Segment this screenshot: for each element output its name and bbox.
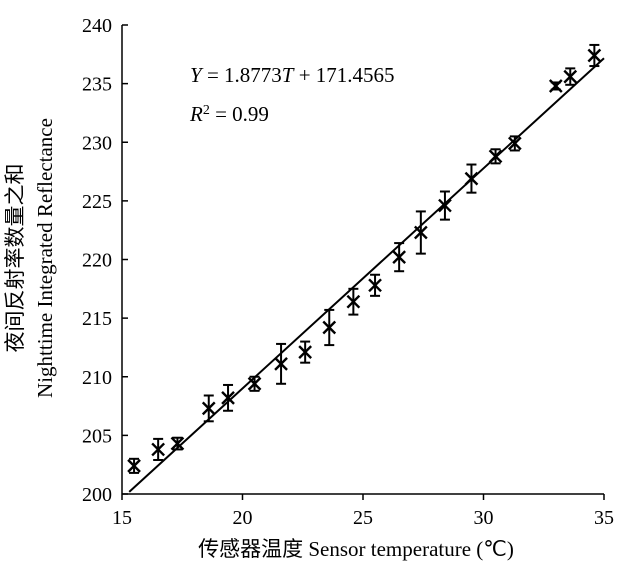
data-point (274, 342, 288, 385)
y-tick-label: 205 (82, 425, 112, 447)
y-axis-title-english: Nighttime Integrated Reflectance (33, 118, 57, 398)
x-marker-stroke (438, 198, 452, 213)
x-marker-stroke (392, 250, 406, 265)
data-point (221, 383, 235, 412)
data-point (548, 79, 563, 93)
x-marker-stroke (322, 320, 337, 335)
x-marker-stroke (507, 136, 522, 151)
x-marker-stroke (563, 69, 578, 84)
x-tick-label: 35 (594, 507, 614, 529)
x-marker-stroke (413, 225, 428, 240)
r-squared-annotation: R2 = 0.99 (189, 102, 269, 126)
data-point (392, 242, 406, 273)
x-marker-stroke (151, 442, 165, 457)
x-marker-stroke (464, 171, 479, 186)
data-point (247, 375, 262, 392)
y-tick-label: 225 (82, 191, 112, 213)
data-point (507, 135, 522, 152)
data-points (127, 43, 602, 474)
axes (121, 25, 604, 495)
x-tick-label: 30 (474, 507, 494, 529)
equation-annotation: Y = 1.8773T + 171.4565 (190, 63, 395, 87)
x-marker-stroke (488, 149, 503, 164)
y-tick-label: 210 (82, 367, 112, 389)
x-marker-stroke (548, 79, 563, 93)
x-marker-stroke (368, 278, 382, 293)
y-tick-label: 200 (82, 484, 112, 506)
data-point (587, 43, 602, 68)
data-point (346, 287, 361, 316)
x-marker-stroke (247, 376, 262, 391)
ticks: 15 20 25 30 35 200 205 210 215 220 225 230 235 240 (82, 15, 614, 529)
y-axis-title-chinese: 夜间反射率数量之和 (3, 164, 27, 353)
x-marker-stroke (274, 357, 288, 371)
data-point (464, 163, 479, 194)
y-tick-label: 220 (82, 250, 112, 272)
x-marker-stroke (587, 48, 602, 63)
y-tick-label: 230 (82, 132, 112, 154)
data-point (368, 273, 382, 297)
data-point (322, 308, 337, 347)
data-point (438, 190, 452, 221)
y-tick-label: 215 (82, 308, 112, 330)
data-point (127, 457, 141, 474)
x-marker-stroke (221, 391, 235, 405)
y-tick-label: 235 (82, 74, 112, 96)
x-marker-stroke (201, 401, 216, 416)
data-point (151, 437, 165, 461)
data-point (201, 394, 216, 423)
data-point (488, 148, 503, 165)
data-point (413, 210, 428, 255)
data-point (563, 67, 578, 86)
x-marker-stroke (298, 345, 313, 359)
x-marker-stroke (170, 436, 185, 451)
y-tick-label: 240 (82, 15, 112, 37)
data-point (298, 340, 313, 364)
x-axis-title: 传感器温度 Sensor temperature (℃) (198, 537, 514, 561)
data-point (170, 436, 185, 451)
x-tick-label: 20 (233, 507, 253, 529)
x-marker-stroke (127, 459, 141, 473)
x-marker-stroke (346, 294, 361, 309)
x-tick-label: 25 (353, 507, 373, 529)
x-tick-label: 15 (112, 507, 132, 529)
